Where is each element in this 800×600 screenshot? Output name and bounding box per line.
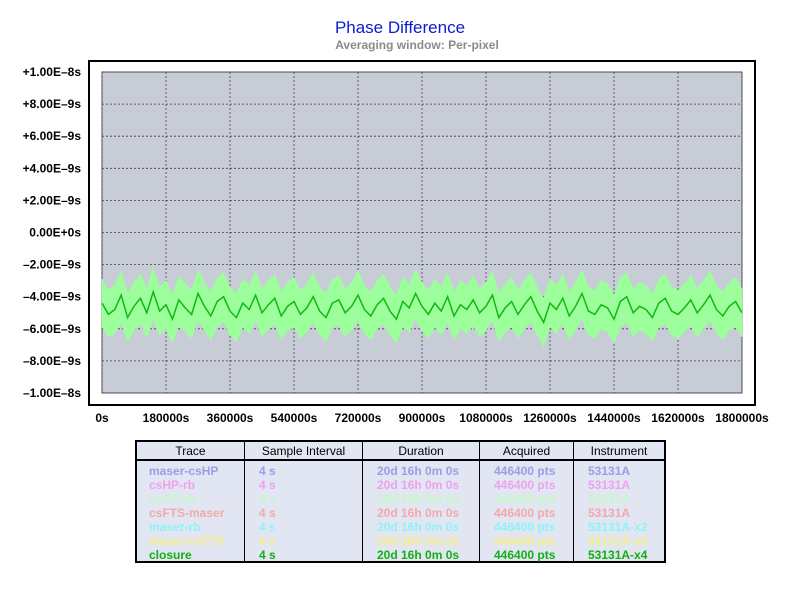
chart-subtitle: Averaging window: Per-pixel xyxy=(335,38,499,52)
legend-cell-instrument: 53131A-x2 xyxy=(588,520,648,534)
legend-cell-acquired: 446400 pts xyxy=(479,506,574,520)
legend-cell-duration: 20d 16h 0m 0s xyxy=(362,492,480,506)
x-tick-label: 1080000s xyxy=(459,411,513,425)
x-tick-label: 720000s xyxy=(335,411,382,425)
chart-title: Phase Difference xyxy=(334,18,466,37)
y-tick-label: +6.00E–9s xyxy=(23,129,82,143)
legend-row: closure 4 s 20d 16h 0m 0s 446400 pts 53131A-… xyxy=(137,548,664,562)
legend-cell-instrument: 53131A xyxy=(588,478,631,492)
legend-cell-interval: 4 s xyxy=(244,534,363,548)
legend-row: maser-csHP 4 s 20d 16h 0m 0s 446400 pts 5313… xyxy=(137,460,664,478)
legend-cell-interval: 4 s xyxy=(244,506,363,520)
legend-row: csFTS-maser 4 s 20d 16h 0m 0s 446400 pts 531… xyxy=(137,506,664,520)
x-tick-label: 0s xyxy=(95,411,109,425)
legend-cell-interval: 4 s xyxy=(244,492,363,506)
y-tick-label: –8.00E–9s xyxy=(23,354,81,368)
legend-cell-instrument: 53131A xyxy=(588,464,631,478)
y-tick-label: +4.00E–9s xyxy=(23,161,82,175)
x-tick-label: 1260000s xyxy=(523,411,577,425)
legend-cell-acquired: 446400 pts xyxy=(479,534,574,548)
legend-cell-trace: maser-rb xyxy=(137,520,245,534)
series-lines xyxy=(101,289,743,325)
legend-row: maser-csFTS 4 s 20d 16h 0m 0s 446400 pts 531… xyxy=(137,534,664,548)
x-tick-label: 360000s xyxy=(207,411,254,425)
y-tick-label: –6.00E–9s xyxy=(23,322,81,336)
legend-row: csHP-rb 4 s 20d 16h 0m 0s 446400 pts 53131A xyxy=(137,478,664,492)
legend-rows: maser-csHP 4 s 20d 16h 0m 0s 446400 pts 5313… xyxy=(137,460,664,562)
legend-cell-instrument: 53131A-x4 xyxy=(588,548,648,562)
legend-cell-interval: 4 s xyxy=(244,478,363,492)
y-tick-label: –1.00E–8s xyxy=(23,386,81,400)
y-axis-ticks: +1.00E–8s +8.00E–9s +6.00E–9s +4.00E–9s +2.0… xyxy=(23,65,82,400)
x-tick-label: 900000s xyxy=(399,411,446,425)
legend-cell-duration: 20d 16h 0m 0s xyxy=(362,478,480,492)
legend-header-trace: Trace xyxy=(137,442,245,461)
legend-cell-interval: 4 s xyxy=(244,548,363,562)
x-tick-label: 1440000s xyxy=(587,411,641,425)
legend-row: maser-rb 4 s 20d 16h 0m 0s 446400 pts 53131A… xyxy=(137,520,664,534)
legend-row: csCS-rb 4 s 20d 16h 0m 0s 446400 pts 53131A xyxy=(137,492,664,506)
legend-cell-acquired: 446400 pts xyxy=(479,460,574,478)
legend-cell-trace: csHP-rb xyxy=(137,478,245,492)
y-tick-label: +8.00E–9s xyxy=(23,97,82,111)
legend-header-duration: Duration xyxy=(362,442,480,461)
legend-cell-duration: 20d 16h 0m 0s xyxy=(362,506,480,520)
legend-cell-duration: 20d 16h 0m 0s xyxy=(362,520,480,534)
legend-cell-instrument: 53131A-x3 xyxy=(588,534,648,548)
x-tick-label: 180000s xyxy=(143,411,190,425)
legend-header-interval: Sample Interval xyxy=(244,442,363,461)
legend-cell-trace: csCS-rb xyxy=(137,492,245,506)
legend-cell-acquired: 446400 pts xyxy=(479,492,574,506)
legend-cell-interval: 4 s xyxy=(244,460,363,478)
x-axis-ticks: 0s 180000s 360000s 540000s 720000s 900000s 108… xyxy=(95,411,769,425)
legend-cell-trace: csFTS-maser xyxy=(137,506,245,520)
y-tick-label: –4.00E–9s xyxy=(23,290,81,304)
legend-cell-trace: closure xyxy=(137,548,245,562)
legend-cell-acquired: 446400 pts xyxy=(479,548,574,562)
legend-cell-duration: 20d 16h 0m 0s xyxy=(362,548,480,562)
x-tick-label: 540000s xyxy=(271,411,318,425)
x-tick-label: 1800000s xyxy=(715,411,769,425)
x-tick-label: 1620000s xyxy=(651,411,705,425)
legend-cell-duration: 20d 16h 0m 0s xyxy=(362,534,480,548)
legend-cell-acquired: 446400 pts xyxy=(479,520,574,534)
series-line-closure xyxy=(101,289,743,325)
legend-table: Trace Sample Interval Duration Acquired … xyxy=(135,440,666,563)
legend-header-acquired: Acquired xyxy=(479,442,574,461)
legend-cell-acquired: 446400 pts xyxy=(479,478,574,492)
legend-cell-trace: maser-csFTS xyxy=(137,534,245,548)
legend-header-instrument: Instrument xyxy=(573,442,664,461)
legend-cell-trace: maser-csHP xyxy=(137,460,245,478)
y-tick-label: +1.00E–8s xyxy=(23,65,82,79)
y-tick-label: –2.00E–9s xyxy=(23,258,81,272)
legend-cell-instrument: 53131A xyxy=(588,492,631,506)
legend-cell-interval: 4 s xyxy=(244,520,363,534)
phase-difference-chart: +1.00E–8s +8.00E–9s +6.00E–9s +4.00E–9s +2.0… xyxy=(23,60,769,425)
y-tick-label: 0.00E+0s xyxy=(29,226,81,240)
y-tick-label: +2.00E–9s xyxy=(23,193,82,207)
legend-cell-instrument: 53131A xyxy=(588,506,631,520)
legend-cell-duration: 20d 16h 0m 0s xyxy=(362,460,480,478)
